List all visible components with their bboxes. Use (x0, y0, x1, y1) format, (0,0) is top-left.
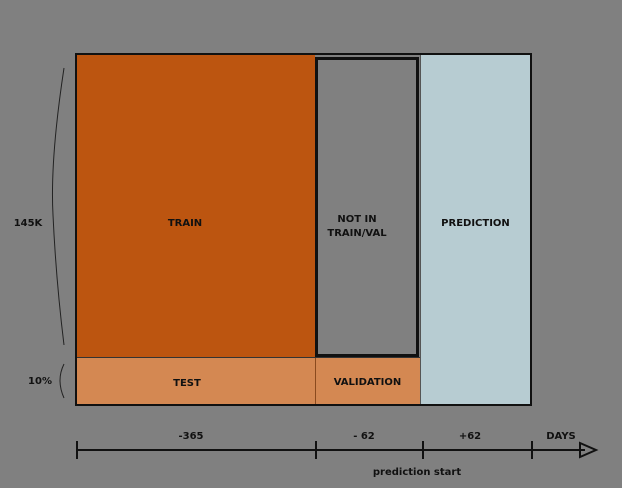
train-region (77, 55, 315, 357)
tick-label-minus-365: -365 (178, 431, 204, 442)
prediction-label: PREDICTION (441, 218, 510, 229)
test-share-label: 10% (28, 376, 52, 387)
not-in-train-val-label: NOT IN TRAIN/VAL (327, 214, 387, 239)
test-validation-divider (315, 358, 316, 404)
rows-count-label: 145K (13, 218, 43, 229)
validation-label: VALIDATION (333, 377, 402, 388)
axis-label-days: DAYS (546, 431, 576, 442)
row-separator (77, 357, 421, 358)
diagram-frame (75, 53, 532, 406)
tick-label-plus-62: +62 (458, 431, 482, 442)
prediction-start-label: prediction start (372, 467, 462, 478)
timeline-arrowhead (579, 441, 599, 459)
test-region (77, 358, 315, 404)
train-label: TRAIN (167, 218, 203, 229)
test-label: TEST (173, 378, 201, 389)
rows-brace (51, 67, 65, 346)
not-in-train-val-region (315, 57, 419, 357)
prediction-region (421, 55, 530, 404)
validation-region (316, 358, 421, 404)
tick-label-minus-62: - 62 (353, 431, 375, 442)
validation-prediction-divider (420, 55, 421, 404)
test-share-brace (59, 363, 65, 399)
